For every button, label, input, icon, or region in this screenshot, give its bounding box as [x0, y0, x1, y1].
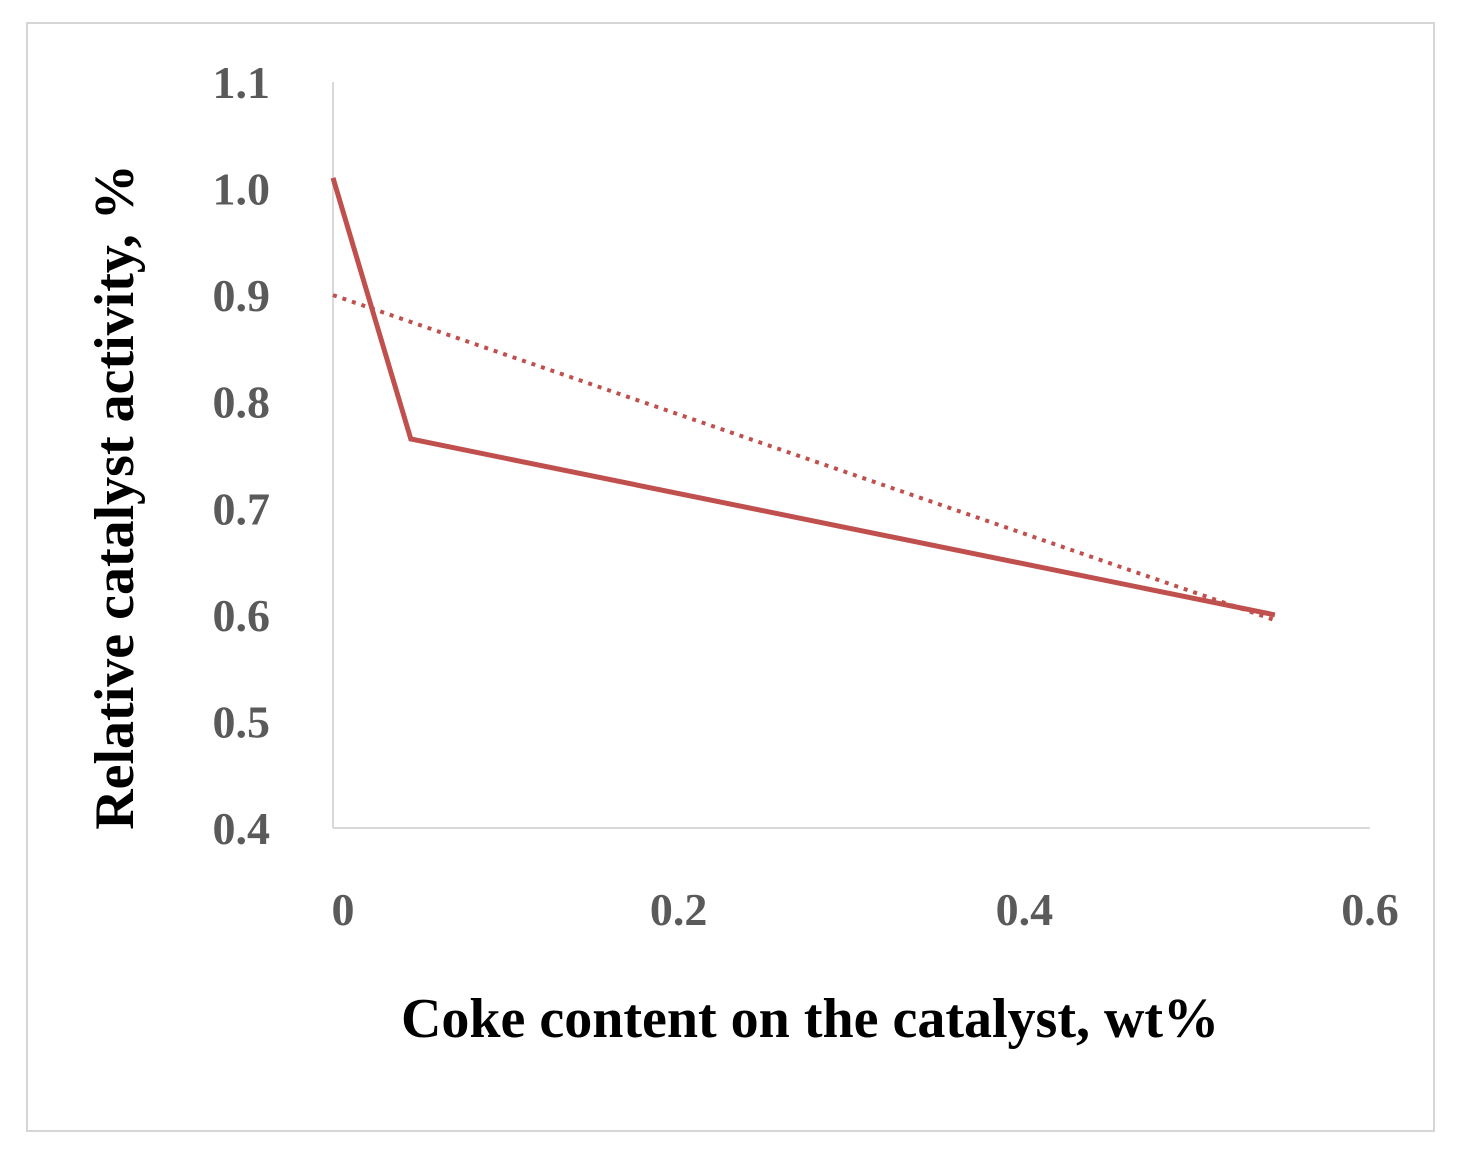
y-tick-label: 1.1: [213, 57, 271, 108]
axes: [332, 82, 1370, 829]
x-tick-label: 0.2: [650, 884, 708, 935]
y-tick-label: 1.0: [213, 164, 271, 215]
series-lines: [330, 177, 1276, 623]
trendline-dotted: [332, 293, 1276, 623]
x-tick-label: 0: [332, 884, 355, 935]
y-tick-label: 0.9: [213, 270, 271, 321]
y-tick-labels: 0.4 0.5 0.6 0.7 0.8 0.9 1.0 1.1: [213, 57, 271, 854]
x-axis-title: Coke content on the catalyst, wt%: [401, 988, 1219, 1050]
x-tick-labels: 0 0.2 0.4 0.6: [332, 884, 1399, 935]
series-line-solid: [330, 177, 1276, 618]
x-tick-label: 0.4: [996, 884, 1054, 935]
y-tick-label: 0.8: [213, 377, 271, 428]
y-tick-label: 0.4: [213, 803, 271, 854]
y-tick-label: 0.5: [213, 696, 271, 747]
chart-frame: [26, 22, 1435, 1132]
y-tick-label: 0.7: [213, 483, 271, 534]
x-tick-label: 0.6: [1341, 884, 1399, 935]
y-tick-label: 0.6: [213, 590, 271, 641]
y-axis-title: Relative catalyst activity, %: [84, 164, 146, 830]
